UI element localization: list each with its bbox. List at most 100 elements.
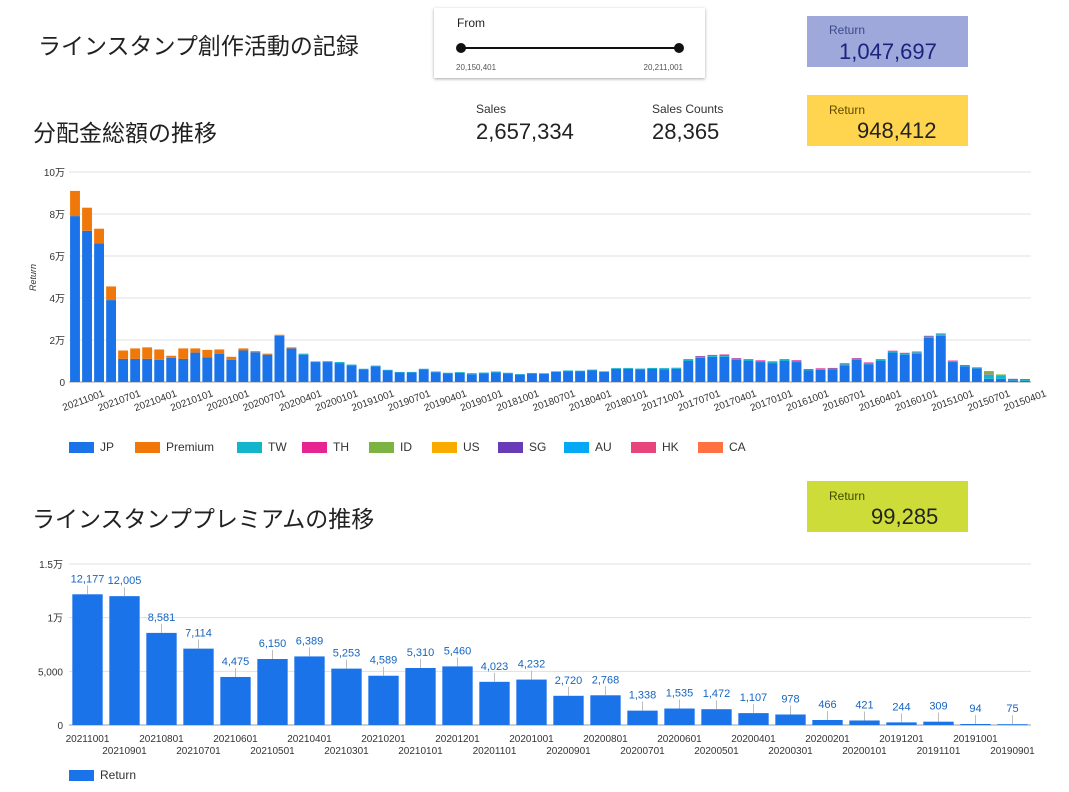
bar-segment-jp[interactable] xyxy=(322,362,333,382)
bar-segment-premium[interactable] xyxy=(130,348,141,359)
bar-segment-tw[interactable] xyxy=(539,373,549,374)
bar-segment-jp[interactable] xyxy=(310,362,321,382)
bar-segment-jp[interactable] xyxy=(202,357,213,382)
bar-segment-jp[interactable] xyxy=(839,365,850,382)
bar-segment-jp[interactable] xyxy=(502,373,513,382)
premium-bar[interactable] xyxy=(368,675,399,725)
bar-segment-jp[interactable] xyxy=(611,368,622,382)
slider-end-handle[interactable] xyxy=(674,43,684,53)
bar-segment-tw[interactable] xyxy=(707,355,718,357)
bar-segment-tw[interactable] xyxy=(551,371,561,372)
bar-segment-jp[interactable] xyxy=(1008,380,1018,382)
premium-bar[interactable] xyxy=(72,594,103,725)
bar-segment-jp[interactable] xyxy=(587,370,598,382)
bar-segment-id[interactable] xyxy=(983,371,994,375)
bar-segment-th[interactable] xyxy=(695,355,706,357)
bar-segment-tw[interactable] xyxy=(923,336,934,338)
bar-segment-jp[interactable] xyxy=(815,369,826,382)
premium-bar[interactable] xyxy=(701,709,732,725)
bar-segment-tw[interactable] xyxy=(875,359,886,361)
bar-segment-th[interactable] xyxy=(875,359,886,360)
bar-segment-sg[interactable] xyxy=(1020,379,1030,380)
bar-segment-tw[interactable] xyxy=(502,372,513,374)
bar-segment-tw[interactable] xyxy=(454,372,465,373)
bar-segment-th[interactable] xyxy=(683,359,694,360)
bar-segment-jp[interactable] xyxy=(935,335,946,382)
bar-segment-tw[interactable] xyxy=(394,371,405,373)
bar-segment-th[interactable] xyxy=(827,367,838,369)
bar-segment-th[interactable] xyxy=(815,368,826,369)
bar-segment-jp[interactable] xyxy=(923,337,934,382)
bar-segment-tw[interactable] xyxy=(478,372,489,374)
bar-segment-jp[interactable] xyxy=(442,373,453,382)
bar-segment-tw[interactable] xyxy=(911,352,922,354)
bar-segment-th[interactable] xyxy=(863,362,874,364)
premium-bar[interactable] xyxy=(109,596,140,725)
bar-segment-jp[interactable] xyxy=(791,362,802,382)
bar-segment-jp[interactable] xyxy=(226,359,237,382)
bar-segment-premium[interactable] xyxy=(106,286,117,301)
bar-segment-tw[interactable] xyxy=(887,351,898,353)
bar-segment-jp[interactable] xyxy=(671,368,682,382)
bar-segment-tw[interactable] xyxy=(779,359,790,361)
bar-segment-th[interactable] xyxy=(803,368,814,370)
bar-segment-premium[interactable] xyxy=(82,207,92,231)
bar-segment-jp[interactable] xyxy=(214,353,225,382)
bar-segment-jp[interactable] xyxy=(406,372,417,382)
bar-segment-th[interactable] xyxy=(719,354,730,356)
bar-segment-tw[interactable] xyxy=(899,353,910,355)
bar-segment-jp[interactable] xyxy=(659,369,670,382)
bar-segment-premium[interactable] xyxy=(142,347,153,359)
legend-item-tw[interactable]: TW xyxy=(237,440,302,454)
premium-bar[interactable] xyxy=(183,648,214,725)
bar-segment-th[interactable] xyxy=(923,335,934,337)
bar-segment-jp[interactable] xyxy=(190,352,201,382)
bar-segment-jp[interactable] xyxy=(827,369,838,382)
bar-segment-jp[interactable] xyxy=(743,361,754,382)
bar-segment-tw[interactable] xyxy=(815,368,826,370)
bar-segment-tw[interactable] xyxy=(310,361,321,363)
legend-item-jp[interactable]: JP xyxy=(69,440,135,454)
bar-segment-jp[interactable] xyxy=(298,354,309,382)
premium-bar[interactable] xyxy=(812,719,843,725)
legend-item-hk[interactable]: HK xyxy=(631,440,698,454)
premium-bar[interactable] xyxy=(738,713,769,725)
bar-segment-th[interactable] xyxy=(779,359,790,360)
bar-segment-tw[interactable] xyxy=(575,370,585,372)
bar-segment-premium[interactable] xyxy=(190,348,201,353)
bar-segment-premium[interactable] xyxy=(202,349,213,358)
bar-segment-tw[interactable] xyxy=(659,368,670,370)
bar-segment-tw[interactable] xyxy=(623,367,634,369)
bar-segment-jp[interactable] xyxy=(539,373,549,382)
bar-segment-tw[interactable] xyxy=(466,373,477,375)
premium-bar[interactable] xyxy=(923,721,954,725)
bar-segment-jp[interactable] xyxy=(647,368,658,382)
premium-bar[interactable] xyxy=(960,723,991,725)
bar-segment-jp[interactable] xyxy=(286,348,297,382)
premium-bar[interactable] xyxy=(331,668,362,725)
premium-bar[interactable] xyxy=(553,695,584,725)
bar-segment-jp[interactable] xyxy=(490,372,501,382)
bar-segment-jp[interactable] xyxy=(178,358,189,382)
premium-bar[interactable] xyxy=(590,695,621,725)
bar-segment-id[interactable] xyxy=(996,374,1006,376)
bar-segment-tw[interactable] xyxy=(635,368,646,370)
bar-segment-tw[interactable] xyxy=(1008,379,1018,381)
bar-segment-jp[interactable] xyxy=(527,373,537,382)
premium-bar[interactable] xyxy=(886,722,917,725)
legend-item-th[interactable]: TH xyxy=(302,440,369,454)
bar-segment-jp[interactable] xyxy=(82,230,92,382)
bar-segment-jp[interactable] xyxy=(635,369,646,382)
legend-item-return[interactable]: Return xyxy=(69,768,136,782)
bar-segment-jp[interactable] xyxy=(971,368,982,382)
premium-bar[interactable] xyxy=(627,710,658,725)
bar-segment-tw[interactable] xyxy=(803,369,814,371)
bar-segment-th[interactable] xyxy=(791,360,802,361)
bar-segment-jp[interactable] xyxy=(996,378,1006,382)
bar-segment-jp[interactable] xyxy=(454,372,465,382)
bar-segment-tw[interactable] xyxy=(731,358,742,360)
bar-segment-tw[interactable] xyxy=(719,355,730,357)
bar-segment-th[interactable] xyxy=(755,360,766,361)
bar-segment-jp[interactable] xyxy=(755,362,766,382)
bar-segment-th[interactable] xyxy=(947,360,958,362)
